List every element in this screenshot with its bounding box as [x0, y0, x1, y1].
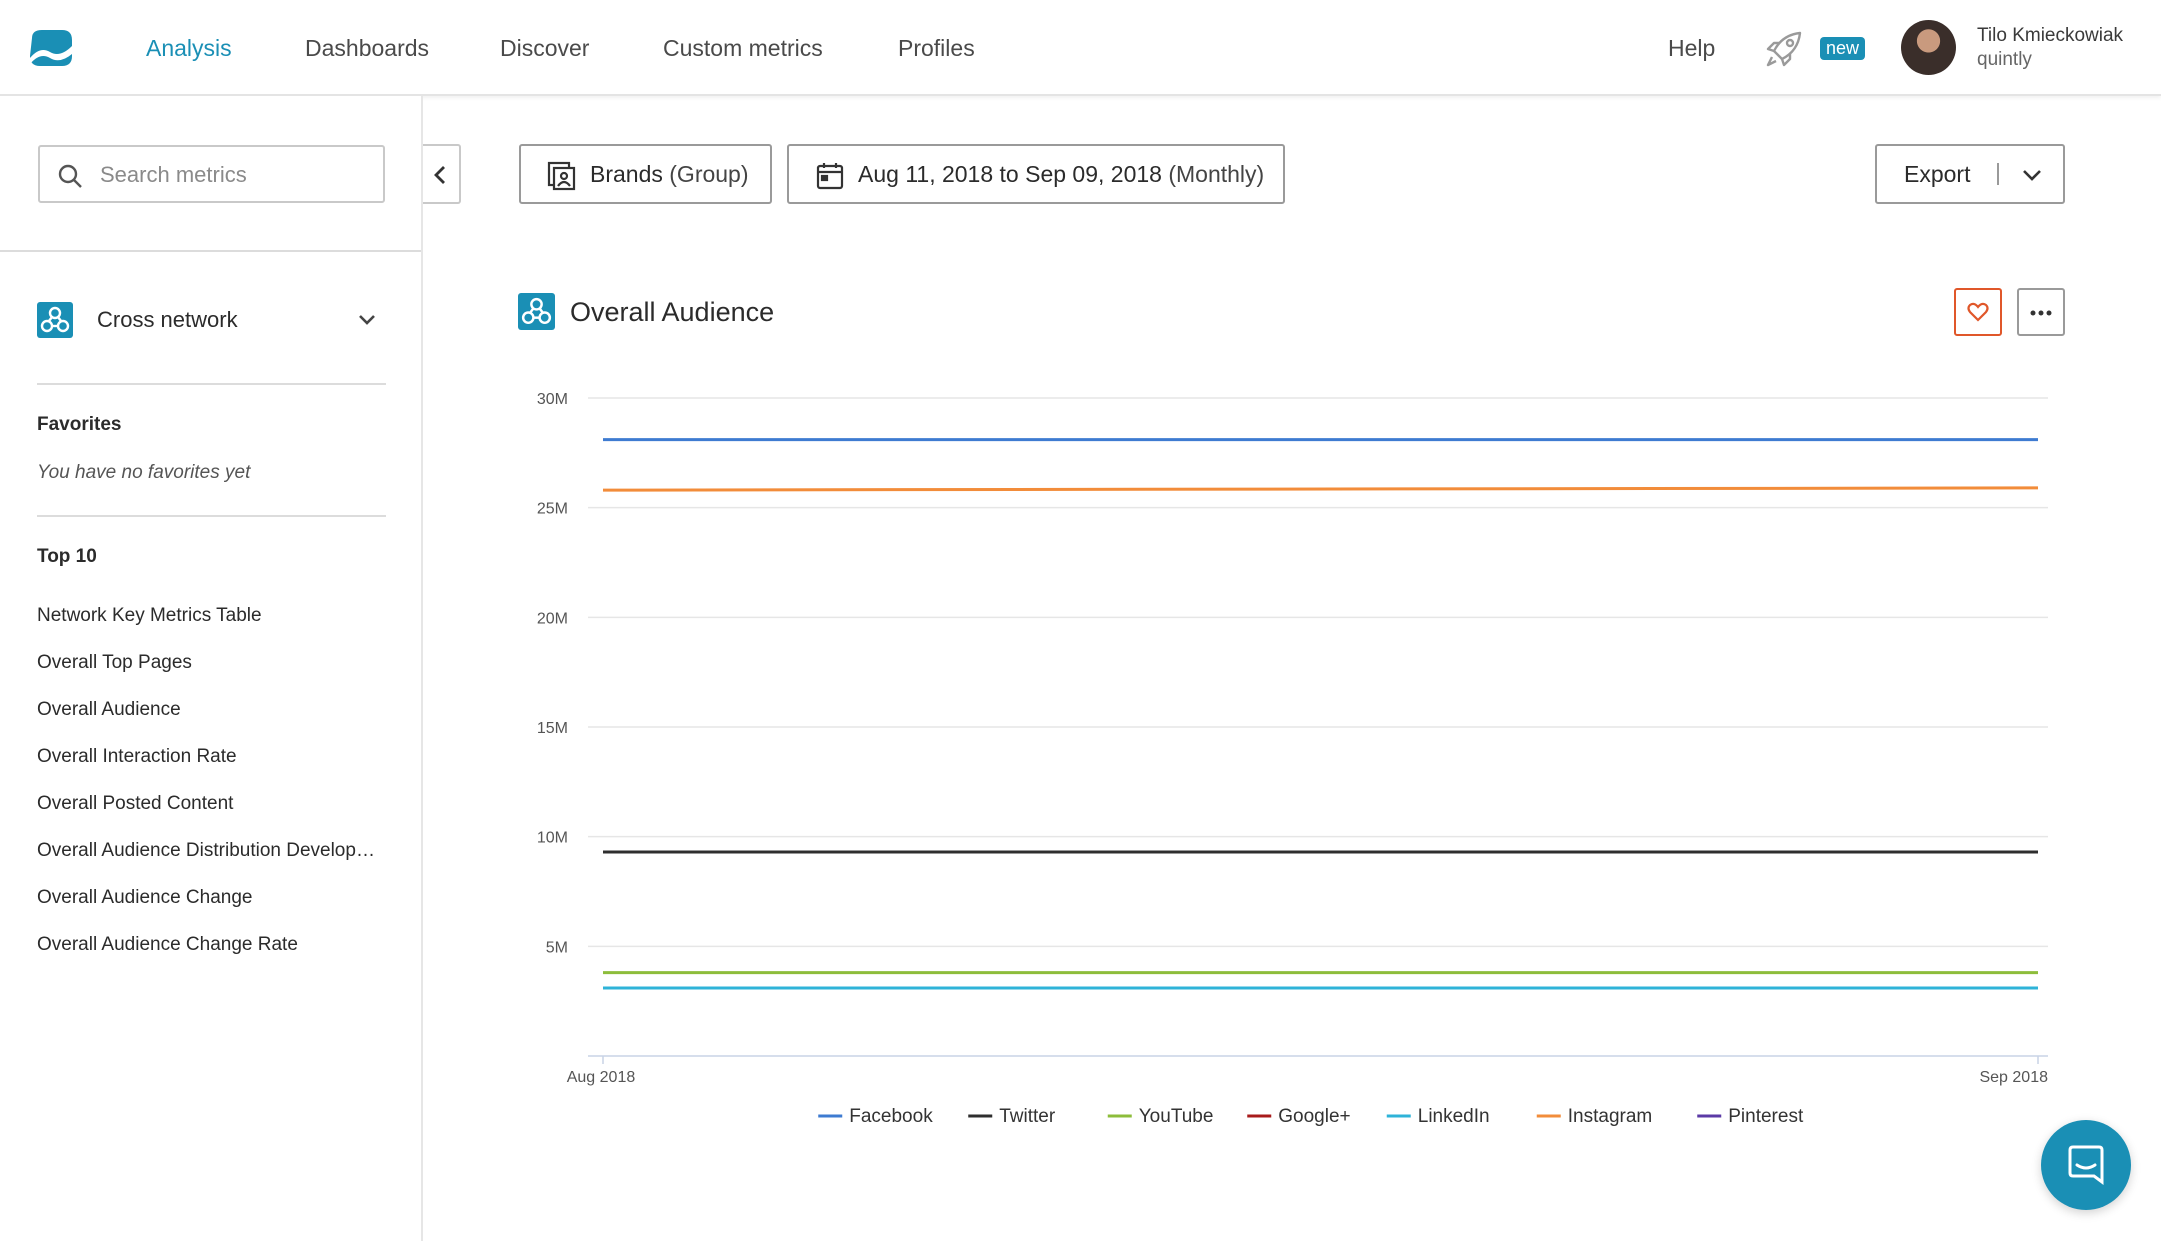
more-options-button[interactable] — [2017, 288, 2065, 336]
metric-list-item[interactable]: Overall Posted Content — [37, 793, 234, 814]
nav-discover[interactable]: Discover — [500, 35, 590, 61]
y-tick-label: 10M — [537, 830, 568, 847]
brands-group-button[interactable]: Brands (Group) — [519, 144, 772, 204]
new-badge: new — [1820, 37, 1866, 60]
legend-label-twitter[interactable]: Twitter — [999, 1106, 1056, 1127]
legend-label-instagram[interactable]: Instagram — [1568, 1106, 1652, 1127]
y-tick-label: 20M — [537, 610, 568, 627]
series-line-instagram — [602, 486, 2039, 492]
user-organization: quintly — [1977, 49, 2032, 70]
chevron-down-icon[interactable] — [356, 310, 378, 330]
chevron-left-icon — [434, 166, 445, 184]
brands-label: Brands — [590, 161, 663, 187]
chart-title: Overall Audience — [570, 297, 775, 327]
top10-heading: Top 10 — [37, 546, 97, 567]
metric-list-item[interactable]: Overall Audience — [37, 699, 181, 720]
legend-label-facebook[interactable]: Facebook — [849, 1106, 933, 1127]
network-selector-label[interactable]: Cross network — [97, 307, 238, 332]
nav-profiles[interactable]: Profiles — [898, 35, 975, 61]
heart-icon — [1967, 302, 1989, 322]
search-icon — [58, 164, 82, 188]
legend-label-linkedin[interactable]: LinkedIn — [1418, 1106, 1490, 1127]
divider — [37, 515, 386, 517]
favorite-button[interactable] — [1954, 288, 2002, 336]
top10-list: Network Key Metrics Table Overall Top Pa… — [37, 605, 387, 981]
cross-network-icon — [518, 293, 555, 330]
help-link[interactable]: Help — [1668, 35, 1716, 61]
favorites-heading: Favorites — [37, 414, 122, 435]
avatar[interactable] — [1901, 20, 1956, 75]
calendar-icon — [816, 163, 844, 190]
y-tick-label: 25M — [537, 501, 568, 518]
metric-list-item[interactable]: Network Key Metrics Table — [37, 605, 262, 626]
divider — [1997, 163, 1999, 185]
brands-suffix: (Group) — [669, 161, 749, 187]
metric-list-item[interactable]: Overall Top Pages — [37, 652, 192, 673]
divider — [37, 383, 386, 385]
metric-list-item[interactable]: Overall Audience Distribution Developmen… — [37, 840, 387, 861]
x-tick-label: Aug 2018 — [567, 1069, 636, 1086]
cross-network-icon — [37, 302, 73, 338]
divider — [0, 250, 421, 252]
overall-audience-chart: 5M 10M 15M 20M 25M 30M Aug 2018 Sep 2018 Faceboo… — [537, 391, 2048, 1127]
ellipsis-icon — [2030, 310, 2052, 316]
y-tick-label: 5M — [546, 939, 568, 956]
quintly-logo-icon[interactable] — [28, 28, 74, 68]
nav-analysis[interactable]: Analysis — [146, 35, 232, 61]
rocket-icon[interactable] — [1764, 27, 1806, 69]
metric-list-item[interactable]: Overall Audience Change — [37, 887, 253, 908]
nav-dashboards[interactable]: Dashboards — [305, 35, 430, 61]
date-range-button[interactable]: Aug 11, 2018 to Sep 09, 2018 (Monthly) — [787, 144, 1285, 204]
chat-launcher-button[interactable] — [2041, 1120, 2131, 1210]
sidebar: Cross network Favorites You have no favo… — [0, 96, 423, 1241]
x-tick-label: Sep 2018 — [1979, 1069, 2048, 1086]
export-button[interactable]: Export — [1875, 144, 2065, 204]
date-range-label: Aug 11, 2018 to Sep 09, 2018 — [858, 161, 1162, 187]
chat-icon — [2068, 1145, 2104, 1185]
search-input[interactable] — [100, 159, 370, 191]
date-granularity: (Monthly) — [1168, 161, 1265, 187]
legend-label-youtube[interactable]: YouTube — [1139, 1106, 1214, 1127]
legend-label-google[interactable]: Google+ — [1278, 1106, 1350, 1127]
top-navigation: Analysis Dashboards Discover Custom metr… — [0, 0, 2161, 96]
metric-list-item[interactable]: Overall Audience Change Rate — [37, 934, 298, 955]
legend-label-pinterest[interactable]: Pinterest — [1728, 1106, 1804, 1127]
y-tick-label: 15M — [537, 720, 568, 737]
collapse-sidebar-button[interactable] — [423, 144, 461, 204]
chevron-down-icon[interactable] — [2021, 165, 2043, 185]
metric-list-item[interactable]: Overall Interaction Rate — [37, 746, 237, 767]
user-name[interactable]: Tilo Kmieckowiak — [1977, 25, 2124, 46]
nav-custom-metrics[interactable]: Custom metrics — [663, 35, 823, 61]
y-tick-label: 30M — [537, 391, 568, 408]
search-box[interactable] — [38, 145, 385, 203]
export-label: Export — [1904, 161, 1971, 187]
favorites-empty-text: You have no favorites yet — [37, 462, 251, 483]
brand-group-icon — [547, 161, 576, 191]
